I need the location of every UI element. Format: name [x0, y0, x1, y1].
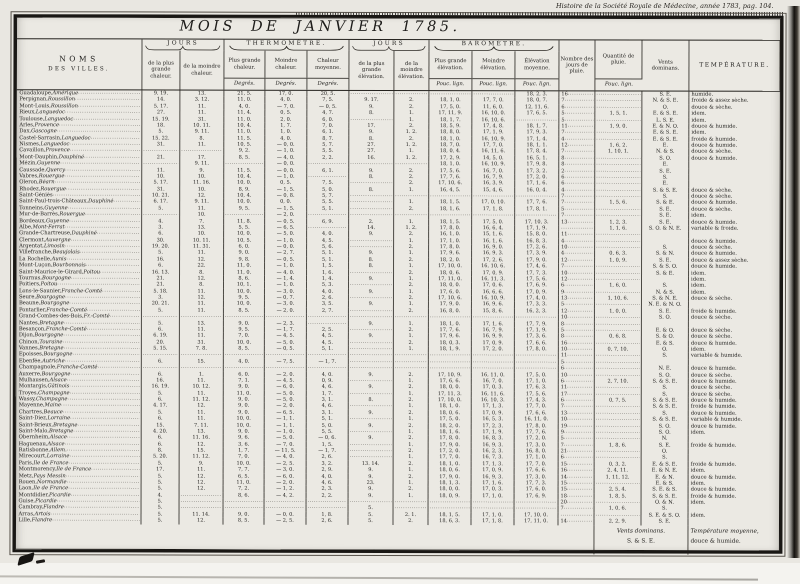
header-elevation-moyenne: Élévation moyenne.: [515, 51, 560, 79]
footer-temp-label: Température moyenne,: [690, 528, 759, 535]
book-gutter-shadow: [787, 6, 800, 558]
cell-elevation-moyenne: 17, 11, 0.: [514, 518, 559, 525]
unit-pouces-lignes: Pouc. lign.: [515, 78, 560, 91]
footer-vents-label: Vents dominans.: [616, 528, 666, 535]
header-moindre-chaleur: Moindre chaleur.: [265, 50, 308, 78]
unit-degres: Degrés.: [224, 77, 266, 90]
cell-plus-grande-chaleur: 8, 5.: [223, 517, 265, 525]
header-vents-dominants: Vents dominans.: [642, 40, 690, 91]
citation-text: Histoire de la Société Royale de Médecin…: [556, 2, 774, 10]
header-group-barometre: BAROMÈTRE.: [429, 40, 560, 52]
header-temperature: TEMPÉRATURE.: [689, 40, 781, 91]
header-noms-des-villes: NOMS DES VILLES.: [16, 39, 143, 90]
footer-vents-value: S. & S. E.: [626, 538, 655, 545]
unit-pouces-lignes: Pouc. lign.: [472, 78, 516, 91]
header-chaleur-moyenne: Chaleur moyenne.: [307, 50, 350, 78]
footer-empty-span: [15, 524, 595, 555]
unit-degres: Degrés.: [307, 77, 350, 90]
cell-jour-plus-grande-chaleur: 5.: [141, 517, 180, 525]
table-header: NOMS DES VILLES. JOURS THERMOMÈTRE. JOUR…: [16, 39, 781, 92]
page-bottom-margin: [0, 563, 800, 584]
header-group-jours-elevation: JOURS: [349, 39, 430, 52]
title-bar: MOIS DE JANVIER 1785.: [16, 17, 781, 41]
table-body: Guadaloupe, Amérique 9. 19. 13. 21, 5. 1…: [15, 90, 780, 526]
cell-moindre-chaleur: — 2, 5.: [264, 517, 307, 525]
table-footer: Vents dominans. S. & S. E. Température m…: [15, 524, 779, 555]
cell-jour-moindre-elevation: 2.: [393, 518, 429, 525]
unit-pouces-lignes: Pouc. lign.: [429, 78, 473, 91]
header-group-thermometre: THERMOMÈTRE.: [224, 39, 350, 51]
header-group-jours-chaleur: JOURS: [142, 39, 225, 51]
header-jour-moindre-elevation: de la moindre élévation.: [394, 50, 430, 91]
unit-pouces-lignes: Pouc. lign.: [595, 78, 643, 91]
header-jours-de-pluie: Nombre des jours de pluie.: [559, 40, 596, 91]
header-quantite-de-pluie: Quantité de pluie.: [595, 40, 643, 79]
cell-city-name: Lille, Flandre: [15, 517, 142, 524]
brace-icon: [434, 46, 554, 52]
footer-vents-dominants: Vents dominans. S. & S. E.: [594, 525, 689, 555]
brace-icon: [352, 45, 426, 51]
cell-jour-plus-grande-elevation: 5.: [348, 518, 394, 525]
footer-temperature-moyenne: Température moyenne, douce & humide.: [688, 526, 779, 555]
brace-icon: [229, 45, 344, 51]
cell-moindre-elevation: 17, 1, 8.: [471, 518, 515, 525]
brace-icon: [145, 45, 221, 51]
unit-degres: Degrés.: [265, 77, 308, 90]
header-jour-plus-grande-elevation: de la plus grande élévation.: [349, 50, 395, 90]
cell-temperature: [688, 519, 779, 526]
cell-chaleur-moyenne: 2, 6.: [306, 517, 349, 525]
header-moindre-elevation: Moindre élévation.: [472, 51, 516, 79]
cell-jour-moindre-chaleur: 12.: [179, 517, 224, 525]
header-plus-grande-chaleur: Plus grande chaleur.: [224, 50, 266, 78]
header-plus-grande-elevation: Plus grande élévation.: [429, 51, 473, 79]
cell-plus-grande-elevation: 18, 6, 3.: [428, 518, 472, 525]
cell-jours-de-pluie: 14: [558, 518, 595, 525]
cell-vents-dominants: S. E.: [641, 518, 689, 526]
table-frame: MOIS DE JANVIER 1785. NOMS DES VILLES. J…: [9, 11, 787, 557]
footer-temp-value: douce & humide.: [690, 538, 741, 545]
header-jour-plus-grande-chaleur: de la plus grande chaleur.: [142, 50, 181, 90]
header-jour-moindre-chaleur: de la moindre chaleur.: [180, 50, 225, 90]
page-title: MOIS DE JANVIER 1785.: [179, 18, 461, 36]
cell-quantite-de-pluie: 2, 2, 9.: [594, 518, 642, 526]
